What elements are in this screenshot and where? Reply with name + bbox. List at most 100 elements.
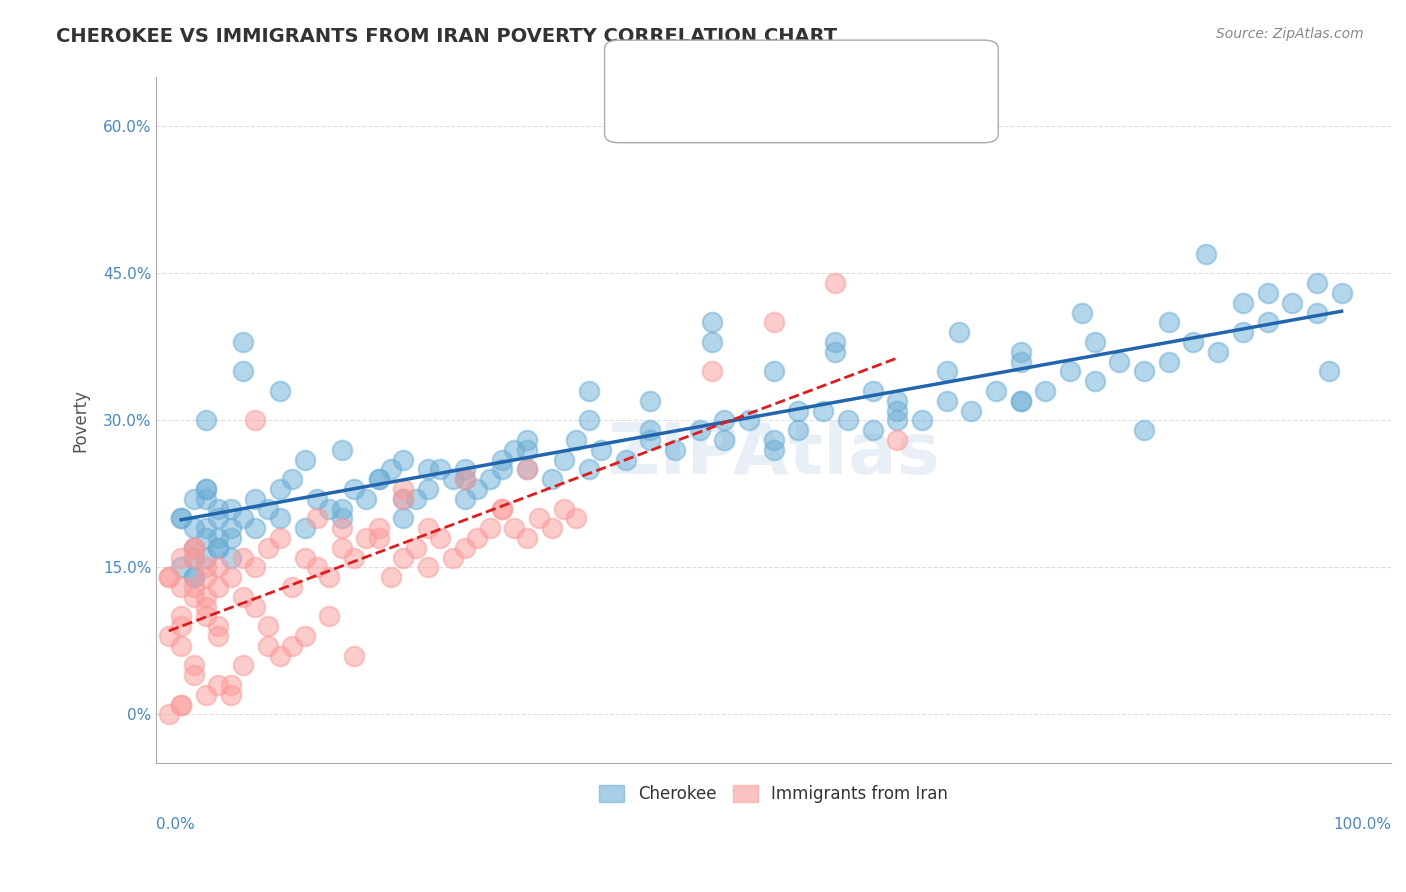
Point [416,521,439,535]
Point [194,482,217,496]
Point [467,482,489,496]
Point [1257,315,1279,329]
Point [219,521,242,535]
Point [392,482,415,496]
Point [911,413,934,427]
Point [269,531,291,545]
Point [294,521,316,535]
Point [578,462,600,476]
Point [356,531,378,545]
Point [232,364,254,378]
Point [886,413,908,427]
Point [256,619,278,633]
Point [862,384,884,398]
Point [170,580,193,594]
Point [1033,384,1056,398]
Point [269,648,291,663]
Point [207,580,229,594]
Point [194,570,217,584]
Point [245,599,267,614]
Point [503,521,526,535]
Point [157,570,180,584]
Point [367,521,389,535]
Point [454,541,477,555]
Point [392,550,415,565]
Point [183,570,205,584]
Point [194,609,217,624]
Point [207,531,229,545]
Point [416,462,439,476]
Point [367,472,389,486]
Point [640,433,662,447]
Point [762,433,785,447]
Point [281,580,304,594]
Point [454,472,477,486]
Point [1317,364,1340,378]
Point [1010,354,1032,368]
Point [269,511,291,525]
Point [183,491,205,506]
Point [1281,296,1303,310]
Point [305,491,328,506]
Point [824,334,846,349]
Point [183,570,205,584]
Point [207,678,229,692]
Point [269,384,291,398]
Point [207,541,229,555]
Point [367,472,389,486]
Point [516,442,538,457]
Point [589,442,612,457]
Point [713,433,735,447]
Point [1195,247,1218,261]
Point [405,491,427,506]
Point [183,550,205,565]
Point [441,472,464,486]
Point [194,482,217,496]
Point [380,570,402,584]
Point [305,560,328,574]
Point [157,629,180,643]
Point [441,550,464,565]
Point [207,619,229,633]
Point [330,511,353,525]
Point [219,501,242,516]
Point [245,521,267,535]
Point [256,501,278,516]
Point [527,511,550,525]
Point [232,658,254,673]
Point [1306,305,1329,319]
Point [700,315,723,329]
Point [1059,364,1081,378]
Point [392,491,415,506]
Point [578,384,600,398]
Point [1157,354,1180,368]
Point [1232,296,1254,310]
Point [207,541,229,555]
Point [356,491,378,506]
Point [232,590,254,604]
Point [811,403,834,417]
Point [886,433,908,447]
Point [170,511,193,525]
Point [1108,354,1130,368]
Point [405,541,427,555]
Point [194,590,217,604]
Point [429,531,451,545]
Point [207,511,229,525]
Point [219,531,242,545]
Point [984,384,1007,398]
Point [640,423,662,437]
Point [960,403,983,417]
Point [232,511,254,525]
Point [245,413,267,427]
Point [219,550,242,565]
Point [1306,277,1329,291]
Point [565,433,588,447]
Point [491,501,513,516]
Point [1257,286,1279,301]
Point [553,501,575,516]
Point [862,423,884,437]
Point [565,511,588,525]
Point [467,531,489,545]
Point [614,452,637,467]
